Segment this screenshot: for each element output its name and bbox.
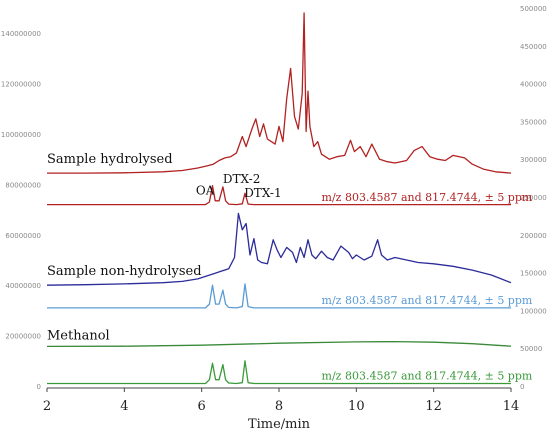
right-tick-label: 100000 [520,307,547,315]
series-line-4 [46,340,512,348]
annotation-label: m/z 803.4587 and 817.4744, ± 5 ppm [322,370,533,383]
annotation-label: m/z 803.4587 and 817.4744, ± 5 ppm [322,294,533,307]
annotation-label: Sample hydrolysed [47,152,173,167]
left-tick-label: 60000000 [5,232,41,240]
series-line-5 [47,360,511,385]
right-tick-label: 350000 [520,118,547,126]
x-axis-label: Time/min [248,417,311,432]
x-tick-label: 14 [503,399,520,414]
x-tick-label: 4 [120,399,128,414]
x-axis-ticks: 2 4 6 8 10 12 14 [43,388,519,414]
left-tick-label: 80000000 [5,181,41,189]
left-tick-label: 40000000 [5,282,41,290]
left-tick-label: 140000000 [1,30,41,38]
series-line-3 [47,283,511,309]
right-tick-label: 200000 [520,232,547,240]
left-tick-label: 0 [37,383,41,391]
left-tick-label: 20000000 [5,333,41,341]
left-axis-ticks: 0 20000000 40000000 60000000 80000000 1000000… [1,30,41,391]
right-tick-label: 450000 [520,43,547,51]
chart-traces [46,12,512,385]
x-tick-label: 6 [198,399,206,414]
right-tick-label: 400000 [520,81,547,89]
annotation-label: DTX-1 [244,186,281,200]
series-line-2 [46,212,512,286]
annotation-label: OA [196,183,215,197]
right-tick-label: 500000 [520,5,547,13]
right-tick-label: 300000 [520,156,547,164]
annotation-label: m/z 803.4587 and 817.4744, ± 5 ppm [322,191,533,204]
right-axis-ticks: 0 50000 100000 150000 200000 250000 300000 3500… [520,5,547,391]
x-tick-label: 8 [275,399,283,414]
series-line-0 [47,12,512,174]
series-line-1 [47,185,511,206]
right-tick-label: 50000 [520,345,542,353]
annotation-label: Methanol [47,328,110,343]
right-tick-label: 0 [520,383,524,391]
annotation-label: DTX-2 [223,172,260,186]
right-tick-label: 250000 [520,194,547,202]
annotation-label: Sample non-hydrolysed [47,264,202,279]
left-tick-label: 120000000 [1,81,41,89]
x-tick-label: 2 [43,399,51,414]
x-tick-label: 12 [425,399,442,414]
x-tick-label: 10 [348,399,365,414]
right-tick-label: 150000 [520,270,547,278]
left-tick-label: 100000000 [1,131,41,139]
